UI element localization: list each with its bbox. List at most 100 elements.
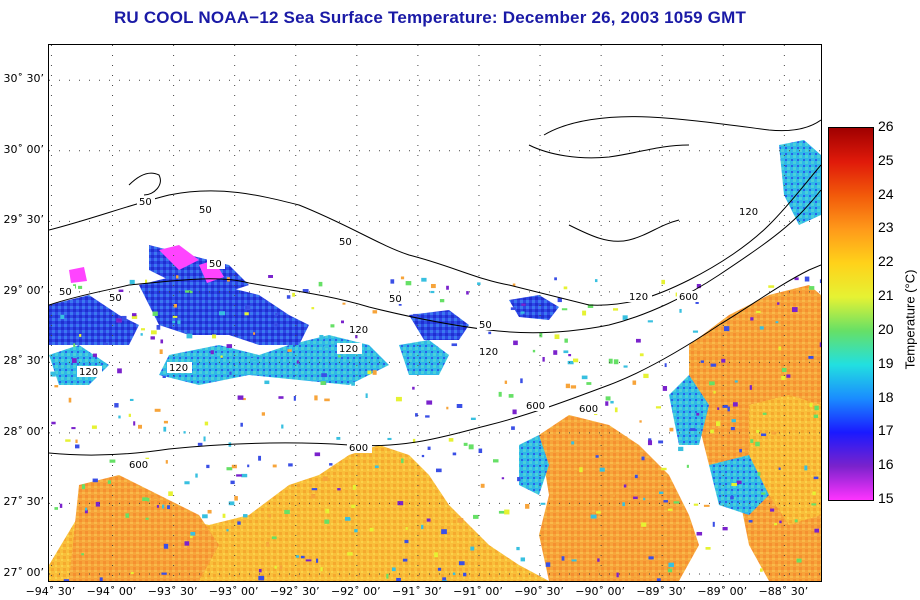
lon-tick-label: −93˚ 30’ bbox=[147, 585, 198, 598]
sst-pixel bbox=[692, 330, 699, 333]
sst-patch-mild bbox=[159, 335, 389, 385]
sst-pixel bbox=[426, 400, 433, 405]
sst-pixel bbox=[401, 458, 404, 464]
contour-label: 120 bbox=[339, 344, 358, 355]
sst-pixel bbox=[470, 417, 476, 421]
sst-pixel bbox=[274, 565, 277, 569]
sst-patch-mild bbox=[399, 340, 449, 375]
sst-pixel bbox=[809, 286, 815, 290]
sst-pixel bbox=[446, 285, 449, 290]
sst-pixel bbox=[761, 492, 766, 495]
sst-pixel bbox=[355, 334, 358, 339]
sst-pixel bbox=[159, 349, 163, 355]
sst-pixel bbox=[241, 473, 248, 478]
contour-label-bg bbox=[524, 400, 549, 411]
contour-label-bg bbox=[137, 196, 155, 207]
sst-pixel bbox=[140, 328, 145, 331]
sst-pixel bbox=[794, 277, 799, 281]
sst-pixel bbox=[614, 407, 618, 413]
sst-pixel bbox=[319, 334, 324, 340]
sst-pixel bbox=[567, 360, 574, 365]
lat-tick-label: 28˚ 00’ bbox=[3, 424, 45, 438]
sst-pixel bbox=[703, 504, 710, 507]
sst-pixel bbox=[517, 477, 521, 482]
contour-label: 120 bbox=[79, 367, 98, 378]
sst-pixel bbox=[284, 509, 290, 515]
sst-pixel bbox=[54, 385, 59, 388]
sst-pixel bbox=[582, 310, 587, 316]
contour-coast bbox=[543, 116, 821, 136]
sst-pixel bbox=[709, 436, 713, 442]
sst-pixel bbox=[386, 573, 389, 579]
sst-pixel bbox=[156, 505, 159, 508]
lat-tick-label: 28˚ 30’ bbox=[3, 354, 45, 368]
sst-pixel bbox=[404, 539, 409, 544]
contour-labels: 50 50 50 50 50 50 50 50 120 120 120 120 120 120 120 600… bbox=[57, 196, 762, 471]
contour-label: 600 bbox=[579, 404, 598, 415]
sst-pixel bbox=[131, 313, 137, 317]
sst-pixel bbox=[781, 375, 786, 380]
sst-pixel bbox=[612, 494, 615, 497]
sst-pixel bbox=[152, 311, 158, 316]
sst-pixel bbox=[369, 527, 374, 532]
sst-pixel bbox=[142, 497, 148, 501]
sst-pixel bbox=[219, 311, 226, 316]
sst-pixel bbox=[186, 333, 193, 339]
sst-pixel bbox=[572, 358, 579, 363]
sst-pixel bbox=[647, 320, 653, 323]
sst-pixel bbox=[437, 567, 442, 571]
sst-pixel bbox=[145, 279, 148, 284]
sst-pixel bbox=[302, 289, 309, 293]
sst-pixel bbox=[647, 571, 652, 576]
sst-pixel bbox=[641, 456, 645, 461]
sst-pixel bbox=[342, 302, 346, 305]
sst-patch-mild bbox=[49, 345, 109, 385]
sst-pixel bbox=[197, 442, 203, 446]
contour-label-bg bbox=[197, 204, 215, 215]
lon-tick-label: −90˚ 00’ bbox=[575, 585, 625, 598]
sst-pixel bbox=[206, 464, 210, 469]
sst-map[interactable]: 50 50 50 50 50 50 50 50 120 120 120 120 120 120 120 600… bbox=[48, 44, 822, 582]
lon-tick-label: −92˚ 00’ bbox=[330, 585, 381, 598]
sst-pixel bbox=[210, 350, 214, 355]
sst-pixel bbox=[696, 531, 703, 536]
sst-pixel bbox=[594, 279, 598, 283]
sst-pixel bbox=[78, 285, 83, 289]
sst-pixel bbox=[808, 355, 814, 359]
contour-label-bg bbox=[57, 286, 75, 297]
sst-pixel bbox=[212, 334, 217, 339]
sst-pixel bbox=[103, 342, 108, 345]
sst-pixel bbox=[68, 397, 72, 403]
sst-pixel bbox=[553, 350, 558, 355]
sst-pixel bbox=[397, 501, 404, 506]
sst-pixel bbox=[736, 480, 742, 485]
sst-pixel bbox=[176, 275, 179, 279]
sst-pixel bbox=[320, 567, 323, 572]
sst-pixel bbox=[315, 558, 319, 563]
sst-pixel bbox=[430, 290, 435, 294]
sst-pixel bbox=[340, 320, 344, 324]
sst-pixel bbox=[247, 464, 250, 468]
sst-pixel bbox=[154, 408, 161, 412]
sst-pixel bbox=[278, 396, 284, 399]
sst-pixel bbox=[643, 373, 649, 379]
temperature-colorbar bbox=[828, 127, 874, 501]
sst-pixel bbox=[167, 505, 170, 510]
sst-pixel bbox=[118, 289, 124, 294]
sst-pixel bbox=[60, 314, 65, 320]
sst-pixel bbox=[771, 431, 777, 435]
sst-pixel bbox=[427, 446, 431, 450]
sst-pixel bbox=[641, 522, 647, 527]
sst-pixel bbox=[686, 464, 689, 468]
sst-pixel bbox=[118, 415, 121, 419]
sst-pixel bbox=[756, 429, 760, 433]
lat-tick-label: 27˚ 00’ bbox=[3, 565, 45, 579]
sst-pixel bbox=[463, 442, 468, 446]
sst-pixel bbox=[605, 401, 609, 406]
colorbar-tick-label: 26 bbox=[878, 118, 894, 134]
sst-pixel bbox=[421, 454, 425, 458]
lat-tick-label: 30˚ 30’ bbox=[3, 72, 45, 86]
sst-patch-coldest bbox=[69, 267, 87, 283]
sst-pixel bbox=[172, 315, 178, 318]
sst-pixel bbox=[293, 396, 296, 401]
